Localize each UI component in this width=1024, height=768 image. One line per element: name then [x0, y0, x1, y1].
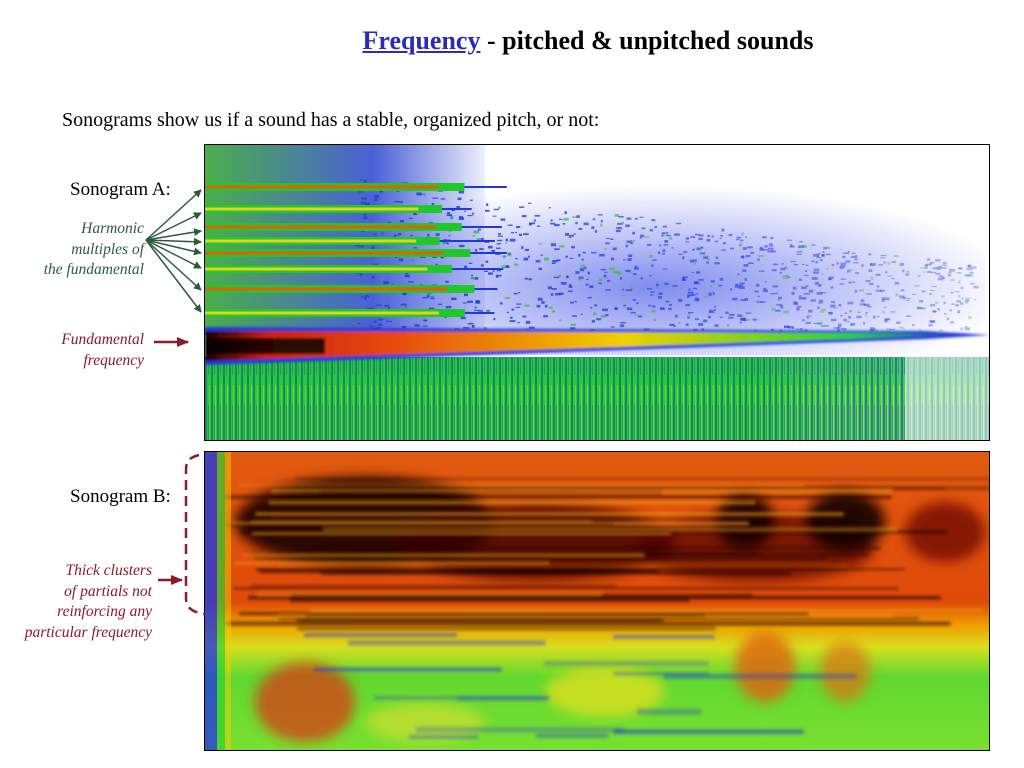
cluster-line-1: Thick clusters — [65, 562, 152, 579]
harmonic-line-3: the fundamental — [43, 261, 144, 278]
cluster-bracket — [184, 453, 206, 616]
slide-subtitle: Sonograms show us if a sound has a stabl… — [62, 109, 600, 131]
sonogram-a-graphic — [205, 145, 989, 440]
cluster-line-4: particular frequency — [24, 623, 152, 641]
harmonic-line-1: Harmonic — [81, 220, 144, 237]
sonogram-b-label: Sonogram B: — [70, 486, 171, 507]
slide-title: Frequency - pitched & unpitched sounds — [0, 26, 1024, 56]
fundamental-line-1: Fundamental — [61, 331, 144, 348]
sonogram-b-image — [204, 451, 990, 751]
cluster-line-2: of partials not — [64, 582, 152, 600]
fundamental-annotation: Fundamental frequency — [61, 330, 144, 371]
harmonic-arrows — [145, 189, 202, 313]
frequency-link[interactable]: Frequency — [362, 26, 481, 55]
sonogram-a-image — [204, 144, 990, 441]
harmonic-line-2: multiples of — [71, 240, 144, 258]
sonogram-a-label: Sonogram A: — [70, 179, 171, 200]
sonogram-b-graphic — [205, 452, 989, 750]
cluster-annotation: Thick clusters of partials not reinforci… — [25, 561, 152, 643]
title-rest: - pitched & unpitched sounds — [480, 26, 814, 55]
harmonic-annotation: Harmonic multiples of the fundamental — [44, 219, 144, 281]
fundamental-line-2: frequency — [83, 351, 144, 369]
cluster-line-3: reinforcing any — [57, 603, 152, 620]
